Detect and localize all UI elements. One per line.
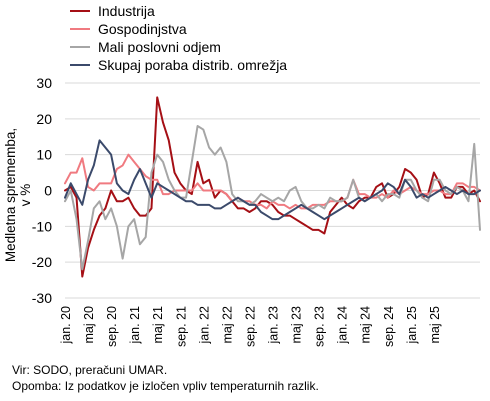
x-tick-label: jan. 21 xyxy=(128,306,142,345)
legend-label: Mali poslovni odjem xyxy=(98,39,221,55)
chart-legend: Industrija Gospodinjstva Mali poslovni o… xyxy=(70,2,287,74)
legend-swatch-mali-poslovni-odjem xyxy=(70,46,90,48)
y-tick-label: 30 xyxy=(36,75,52,91)
series-line-mali-poslovni-odjem xyxy=(64,125,481,271)
legend-item-gospodinjstva: Gospodinjstva xyxy=(70,20,287,38)
y-axis-label: Medletna sprememba, v % xyxy=(3,127,33,263)
x-tick-label: maj 23 xyxy=(290,306,304,344)
legend-label: Industrija xyxy=(98,3,155,19)
legend-swatch-skupaj-poraba xyxy=(70,64,90,66)
x-tick-label: maj 24 xyxy=(359,306,373,344)
legend-swatch-gospodinjstva xyxy=(70,28,90,30)
x-tick-label: jan. 24 xyxy=(336,306,350,345)
source-note: Vir: SODO, preračuni UMAR. xyxy=(12,363,168,377)
remark-note: Opomba: Iz podatkov je izločen vpliv tem… xyxy=(12,379,319,393)
x-tick-label: jan. 20 xyxy=(59,306,73,345)
x-tick-label: sep. 23 xyxy=(313,306,327,347)
x-tick-label: jan. 22 xyxy=(197,306,211,345)
legend-item-skupaj-poraba: Skupaj poraba distrib. omrežja xyxy=(70,56,287,74)
legend-item-industrija: Industrija xyxy=(70,2,287,20)
legend-label: Skupaj poraba distrib. omrežja xyxy=(98,57,288,73)
series-line-skupaj-poraba-distrib-omre-ja xyxy=(64,139,481,221)
x-tick-label: sep. 20 xyxy=(105,306,119,347)
x-tick-label: jan. 25 xyxy=(405,306,419,345)
chart-notes: Vir: SODO, preračuni UMAR. Opomba: Iz po… xyxy=(12,362,319,394)
y-tick-label: -30 xyxy=(32,290,52,306)
legend-label: Gospodinjstva xyxy=(98,21,187,37)
x-tick-label: maj 20 xyxy=(82,306,96,344)
x-tick-label: maj 22 xyxy=(220,306,234,344)
x-tick-label: jan. 23 xyxy=(267,306,281,345)
y-tick-label: -20 xyxy=(32,254,52,270)
legend-swatch-industrija xyxy=(70,10,90,12)
y-tick-label: 20 xyxy=(36,111,52,127)
y-tick-label: 10 xyxy=(36,147,52,163)
x-tick-label: sep. 21 xyxy=(174,306,188,347)
x-tick-label: sep. 22 xyxy=(243,306,257,347)
x-tick-label: maj 25 xyxy=(428,306,442,344)
x-tick-label: maj 21 xyxy=(151,306,165,344)
legend-item-mali-poslovni-odjem: Mali poslovni odjem xyxy=(70,38,287,56)
series-line-industrija xyxy=(64,96,481,278)
y-tick-label: -10 xyxy=(32,218,52,234)
x-tick-label: sep. 24 xyxy=(382,306,396,347)
y-tick-label: 0 xyxy=(44,183,52,199)
